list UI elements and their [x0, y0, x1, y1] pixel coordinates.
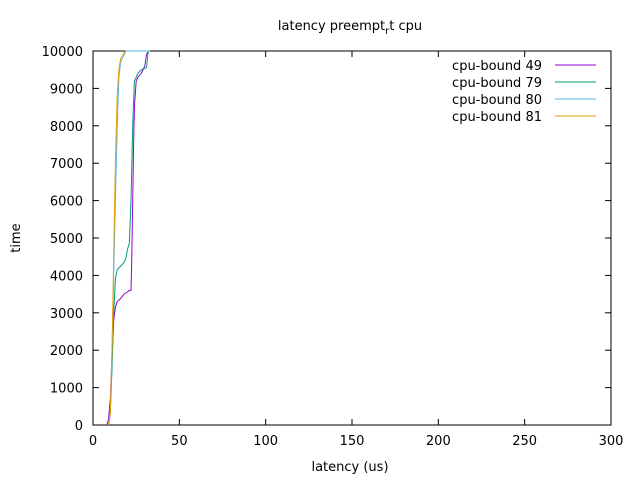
- series-line-1: [108, 50, 149, 426]
- series-line-3: [108, 50, 127, 426]
- chart-title: latency preemptrt cpu: [278, 19, 422, 37]
- y-tick-label: 3000: [50, 307, 83, 322]
- y-tick-label: 0: [75, 419, 83, 434]
- y-tick-label: 2000: [50, 344, 83, 359]
- y-axis: 0 1000 2000 3000 4000 5000 6000 7000 8000 9000 100…: [42, 45, 611, 434]
- legend: cpu-bound 49 cpu-bound 79 cpu-bound 80 cpu-…: [452, 59, 596, 125]
- y-tick-label: 5000: [50, 232, 83, 247]
- legend-label: cpu-bound 81: [452, 110, 542, 125]
- y-tick-label: 4000: [50, 269, 83, 284]
- y-tick-label: 9000: [50, 82, 83, 97]
- legend-label: cpu-bound 80: [452, 93, 542, 108]
- y-tick-label: 6000: [50, 195, 83, 210]
- y-tick-label: 10000: [42, 45, 83, 60]
- y-tick-label: 7000: [50, 157, 83, 172]
- x-tick-label: 100: [253, 434, 278, 449]
- y-tick-label: 8000: [50, 120, 83, 135]
- series-line-0: [106, 50, 149, 426]
- x-tick-label: 250: [512, 434, 537, 449]
- x-tick-label: 150: [340, 434, 365, 449]
- x-tick-label: 200: [426, 434, 451, 449]
- x-tick-label: 0: [89, 434, 97, 449]
- x-tick-label: 300: [599, 434, 624, 449]
- legend-label: cpu-bound 79: [452, 76, 542, 91]
- x-tick-label: 50: [171, 434, 188, 449]
- y-tick-label: 1000: [50, 382, 83, 397]
- y-axis-label: time: [9, 223, 24, 252]
- legend-label: cpu-bound 49: [452, 59, 542, 74]
- x-axis-label: latency (us): [311, 460, 388, 475]
- series-lines: [106, 50, 150, 426]
- x-axis: 0 50 100 150 200 250 300: [89, 51, 624, 449]
